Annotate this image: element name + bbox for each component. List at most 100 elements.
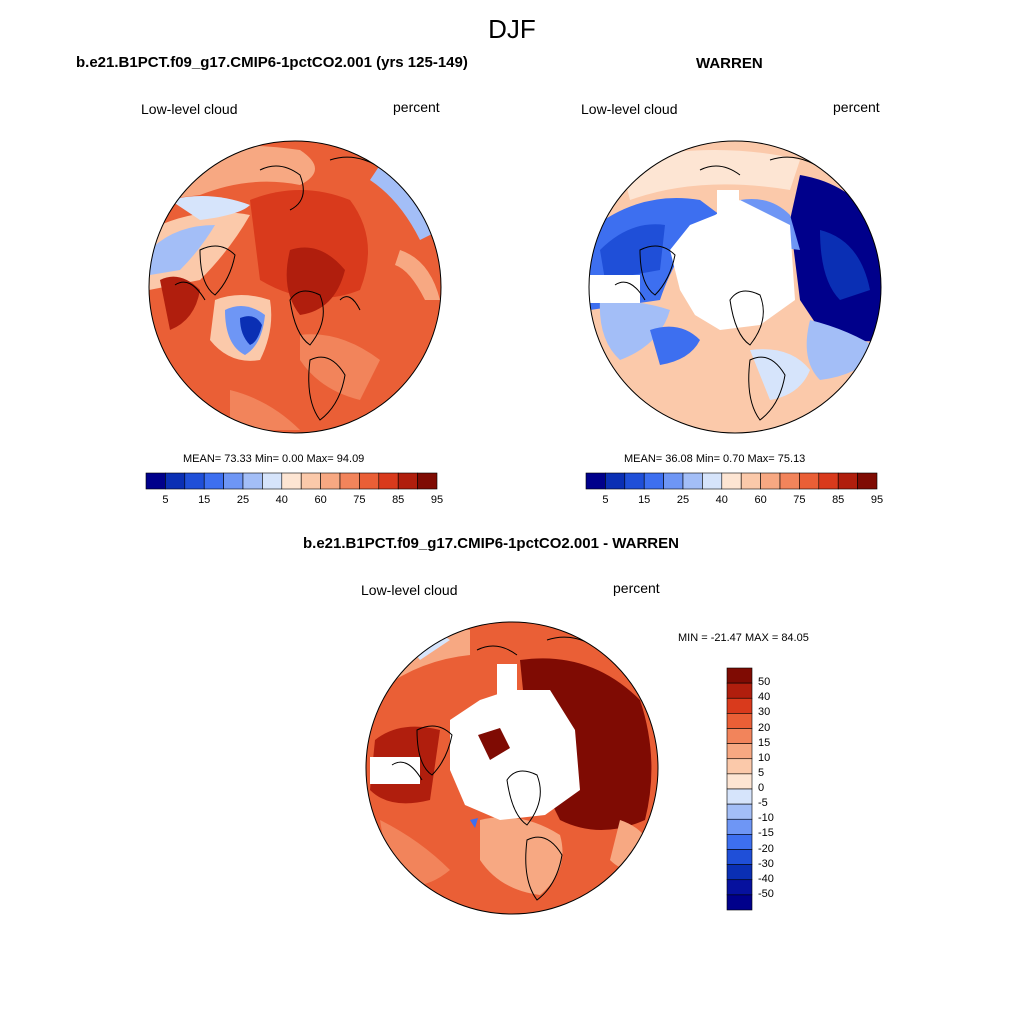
colorbar-tick-label: 5 xyxy=(758,766,765,779)
colorbar-swatch xyxy=(726,713,753,729)
colorbar-swatch xyxy=(726,758,753,775)
colorbar-swatch xyxy=(726,894,753,911)
panel1-units-label: percent xyxy=(393,99,440,115)
panel1-variable-label: Low-level cloud xyxy=(141,101,238,117)
panel2-units-label: percent xyxy=(833,99,880,115)
colorbar-swatch xyxy=(837,472,858,490)
colorbar-swatch xyxy=(726,803,753,820)
colorbar-swatch xyxy=(799,472,820,490)
colorbar-swatch xyxy=(726,834,753,850)
colorbar-swatch xyxy=(779,472,800,490)
colorbar-tick-label: -40 xyxy=(758,872,774,885)
colorbar-swatch xyxy=(378,472,399,490)
colorbar-swatch xyxy=(726,667,753,684)
panel2-title: WARREN xyxy=(696,55,763,72)
map3-border xyxy=(365,621,659,915)
colorbar-tick-label: 20 xyxy=(758,721,771,734)
panel3-title: b.e21.B1PCT.f09_g17.CMIP6-1pctCO2.001 - … xyxy=(303,535,679,552)
colorbar-swatch xyxy=(359,472,380,490)
map1-border xyxy=(148,140,442,434)
colorbar-swatch xyxy=(242,472,263,490)
colorbar-swatch xyxy=(624,472,645,490)
colorbar-tick-label: 75 xyxy=(353,494,366,506)
colorbar-swatch xyxy=(726,788,753,805)
colorbar-swatch xyxy=(397,472,418,490)
colorbar-swatch xyxy=(726,818,753,835)
colorbar-swatch xyxy=(300,472,321,490)
colorbar-swatch xyxy=(740,472,761,490)
colorbar-swatch xyxy=(818,472,839,490)
panel1-title: b.e21.B1PCT.f09_g17.CMIP6-1pctCO2.001 (y… xyxy=(76,54,468,71)
colorbar-swatch xyxy=(417,472,438,490)
colorbar-tick-label: 95 xyxy=(870,494,884,506)
colorbar-swatch xyxy=(339,472,360,490)
panel3-variable-label: Low-level cloud xyxy=(361,582,458,598)
colorbar-tick-label: 10 xyxy=(758,751,771,764)
colorbar-tick-label: 5 xyxy=(162,494,169,506)
colorbar-tick-label: 40 xyxy=(715,494,728,506)
colorbar-swatch xyxy=(320,472,341,490)
panel3-units-label: percent xyxy=(613,580,660,596)
colorbar-tick-label: 15 xyxy=(198,494,211,506)
colorbar-tick-label: -50 xyxy=(758,887,774,900)
colorbar-tick-label: 85 xyxy=(832,494,845,506)
colorbar-swatch xyxy=(726,697,753,714)
figure-title: DJF xyxy=(488,14,536,44)
panel1-stats: MEAN= 73.33 Min= 0.00 Max= 94.09 xyxy=(183,453,365,465)
colorbar-swatch xyxy=(760,472,781,490)
colorbar-swatch xyxy=(281,472,302,490)
colorbar-swatch xyxy=(726,728,753,744)
colorbar-tick-label: 30 xyxy=(758,706,771,719)
colorbar-swatch xyxy=(165,472,186,490)
colorbar-swatch xyxy=(184,472,205,490)
colorbar-tick-label: -20 xyxy=(758,842,774,855)
colorbar-swatch xyxy=(223,472,244,490)
colorbar-tick-label: 25 xyxy=(236,494,250,506)
colorbar-swatch xyxy=(857,472,878,490)
colorbar-tick-label: 40 xyxy=(275,494,288,506)
colorbar-tick-label: -5 xyxy=(758,797,768,810)
colorbar-swatch xyxy=(726,864,753,881)
colorbar-swatch xyxy=(682,472,703,490)
colorbar-swatch xyxy=(702,472,723,490)
colorbar-tick-label: 15 xyxy=(638,494,651,506)
panel3-colorbar xyxy=(726,667,753,911)
panel2-variable-label: Low-level cloud xyxy=(581,101,678,117)
colorbar-tick-label: -15 xyxy=(758,827,774,840)
colorbar-swatch xyxy=(726,682,753,699)
colorbar-tick-label: -30 xyxy=(758,857,774,870)
map2-polar-plot xyxy=(589,141,881,433)
colorbar-swatch xyxy=(726,879,753,896)
colorbar-tick-label: 60 xyxy=(754,494,767,506)
panel2-colorbar xyxy=(585,472,878,490)
panel2-stats: MEAN= 36.08 Min= 0.70 Max= 75.13 xyxy=(624,453,806,465)
colorbar-swatch xyxy=(726,849,753,865)
colorbar-tick-label: 75 xyxy=(793,494,806,506)
colorbar-tick-label: 40 xyxy=(758,691,771,704)
colorbar-tick-label: 5 xyxy=(602,494,609,506)
colorbar-tick-label: 0 xyxy=(758,782,765,794)
colorbar-swatch xyxy=(663,472,684,490)
colorbar-swatch xyxy=(605,472,626,490)
colorbar-swatch xyxy=(262,472,283,490)
colorbar-swatch xyxy=(721,472,742,490)
colorbar-tick-label: 25 xyxy=(676,494,690,506)
colorbar-tick-label: 50 xyxy=(758,676,771,689)
colorbar-swatch xyxy=(726,743,753,760)
colorbar-swatch xyxy=(585,472,606,490)
colorbar-swatch xyxy=(145,472,166,490)
colorbar-tick-label: 60 xyxy=(314,494,327,506)
panel3-stats: MIN = -21.47 MAX = 84.05 xyxy=(678,632,809,644)
colorbar-swatch xyxy=(726,773,753,790)
colorbar-tick-label: 95 xyxy=(430,494,444,506)
map2-border xyxy=(588,140,882,434)
colorbar-tick-label: 85 xyxy=(392,494,405,506)
panel1-colorbar xyxy=(145,472,438,490)
map1-polar-plot xyxy=(149,141,441,433)
colorbar-tick-label: 15 xyxy=(758,736,771,749)
colorbar-swatch xyxy=(643,472,664,490)
colorbar-swatch xyxy=(203,472,224,490)
map3-polar-plot xyxy=(366,622,658,914)
colorbar-tick-label: -10 xyxy=(758,812,774,825)
